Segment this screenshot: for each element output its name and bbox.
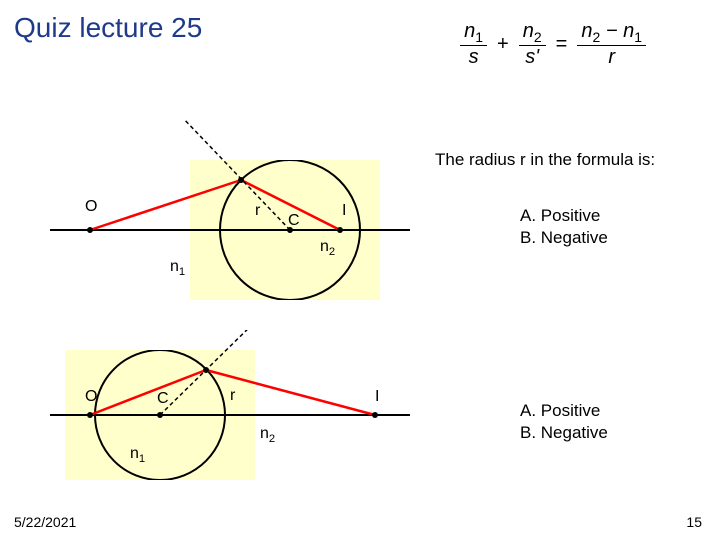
label-I: I: [375, 388, 379, 406]
diagram-2: O r C I n1 n2: [30, 330, 410, 500]
label-n2: n2: [320, 238, 335, 258]
answer-b: B. Negative: [520, 227, 608, 249]
label-C: C: [157, 390, 169, 408]
label-O: O: [85, 388, 97, 406]
answers-1: A. Positive B. Negative: [520, 205, 608, 249]
diagram-2-svg: [30, 330, 410, 500]
label-O: O: [85, 198, 97, 216]
label-n2: n2: [260, 425, 275, 445]
footer-date: 5/22/2021: [14, 514, 76, 530]
label-n1: n1: [170, 258, 185, 278]
question-text: The radius r in the formula is:: [435, 150, 655, 170]
label-r: r: [255, 202, 260, 220]
label-C: C: [288, 212, 300, 230]
formula: n1 s + n2 s' = n2 − n1 r: [456, 20, 650, 69]
footer-page: 15: [686, 514, 702, 530]
label-r: r: [230, 387, 235, 405]
answers-2: A. Positive B. Negative: [520, 400, 608, 444]
page-title: Quiz lecture 25: [14, 12, 202, 44]
answer-a: A. Positive: [520, 205, 608, 227]
label-I: I: [342, 202, 346, 220]
label-n1: n1: [130, 445, 145, 465]
answer-b: B. Negative: [520, 422, 608, 444]
diagram-1: O r C I n1 n2: [30, 120, 410, 310]
answer-a: A. Positive: [520, 400, 608, 422]
